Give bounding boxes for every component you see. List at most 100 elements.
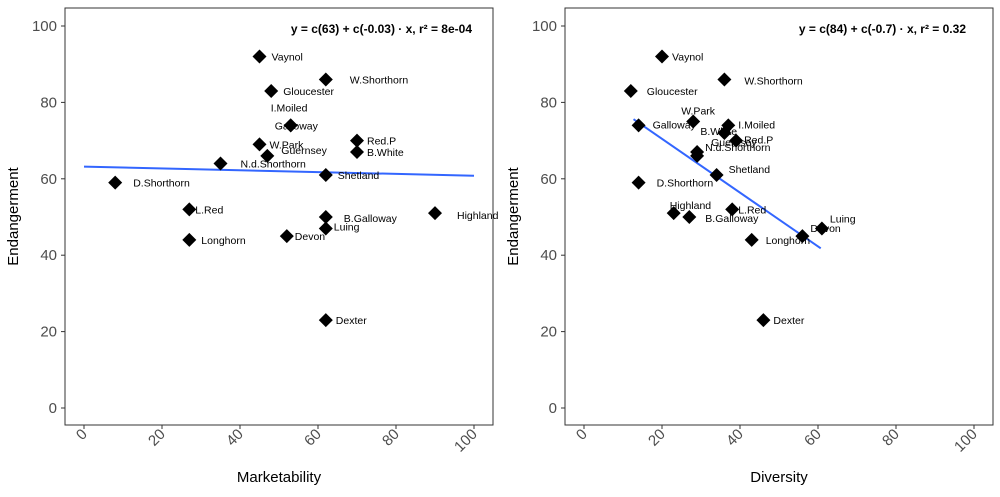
panel1-point-vaynol [252,49,267,64]
panel2-point-label: Red.P [744,135,773,147]
panel2-point-label: Highland [670,200,712,212]
panel2-x-tick-label: 20 [645,426,669,450]
panel1-x-tick-label: 0 [73,426,91,444]
panel2-point-label: Luing [830,213,856,225]
panel2-fit-line [632,118,822,250]
panel2-y-tick-label: 60 [540,171,557,188]
panel1-point-label: Gloucester [283,86,334,98]
panel1-plot-border [64,7,494,426]
panel1-fit-line [83,165,475,177]
panel2-point-label: Galloway [653,119,697,131]
panel1-point-label: Guernsey [281,145,327,157]
panel2-x-tick-label: 40 [723,426,747,450]
panel1-point-label: I.Moiled [271,102,308,114]
panel1-point-guernsey [260,148,275,163]
panel2-point-label: D.Shorthorn [657,178,714,190]
panel1-point-label: W.Shorthorn [350,74,409,86]
panel2-y-axis-title: Endangerment [505,166,522,265]
panel1-point-b-white [350,145,364,160]
panel1-point-w-shorthorn [318,72,333,87]
panel1-point-d-shorthorn [108,175,123,190]
panel2-y-tick-label: 0 [549,400,557,417]
panel2-plot-border [564,7,994,426]
panel2-point-highland [666,206,681,221]
panel1-y-tick-label: 100 [32,18,57,35]
panel2-point-label: Longhorn [766,235,811,247]
panel1-point-w-park [252,137,267,152]
panel1-y-axis-title: Endangerment [5,166,22,265]
panel2-point-label: W.Park [681,106,716,118]
panel2-y-tick-label: 80 [540,94,557,111]
panel2-point-label: B.Galloway [705,213,759,225]
panel1-point-label: Vaynol [272,52,303,64]
panel1-point-label: B.White [367,147,404,159]
panel2-point-vaynol [655,49,669,64]
panel2-y-tick-label: 40 [540,247,557,264]
panel1-point-label: Highland [457,210,499,222]
panel1-point-label: W.Park [270,139,305,151]
panel1-point-shetland [318,167,333,182]
panel1-point-galloway [283,118,298,133]
panel1-point-gloucester [264,83,279,98]
panel1-x-tick-label: 100 [451,426,481,456]
panel2-point-label: L.Red [738,204,766,216]
panel2-point-label: Shetland [729,164,771,176]
panel1-point-label: Luing [334,221,360,233]
panel2-point-label: B.White [700,126,737,138]
panel2-point-b-white [717,125,732,140]
panel2-point-gloucester [623,83,638,98]
panel1-point-label: L.Red [195,204,223,216]
panel1-point-red-p [350,133,364,148]
panel2-point-label: I.Moiled [738,119,775,131]
panel1-point-luing [318,221,333,236]
panel1-point-label: B.Galloway [344,213,398,225]
panel2-point-w-shorthorn [717,72,732,87]
panel2-point-dexter [756,313,771,328]
panel1-point-dexter [318,313,333,328]
panel2-point-label: Devon [810,223,841,235]
panel1-point-label: Galloway [275,120,319,132]
panel2-point-shetland [709,167,724,182]
panel1-point-label: Longhorn [201,235,246,247]
panel2-x-axis-title: Diversity [750,469,808,486]
panel1-y-tick-label: 20 [40,324,57,341]
panel2-point-longhorn [744,232,759,247]
panel2-x-tick-label: 100 [951,426,981,456]
panel1-point-longhorn [182,232,197,247]
panel1-point-label: Devon [295,231,326,243]
panel1-x-tick-label: 40 [223,426,247,450]
panel1-y-tick-label: 0 [49,400,57,417]
panel1-x-tick-label: 20 [145,426,169,450]
panel2-point-red-p [729,133,744,148]
panel1-point-devon [279,229,294,244]
panel1-point-label: N.d.Shorthorn [241,159,307,171]
panel1-point-n-d-shorthorn [213,156,228,171]
panel2-point-galloway [631,118,646,133]
panel2-point-d-shorthorn [631,175,646,190]
panel1-point-label: D.Shorthorn [133,178,190,190]
panel2-point-label: Gloucester [647,86,698,98]
panel2-y-tick-label: 100 [532,18,557,35]
panel2-equation-annotation: y = c(84) + c(-0.7) · x, r² = 0.32 [799,22,966,36]
panel2-point-label: N.d.Shorthorn [705,142,771,154]
panel2-y-tick-label: 20 [540,324,557,341]
panel1-point-label: Red.P [367,136,396,148]
panel1-point-b-galloway [318,210,333,224]
panel1-point-highland [428,206,442,221]
panel2-x-tick-label: 0 [573,426,591,444]
panel2-point-w-park [686,114,701,129]
panel1-y-tick-label: 40 [40,247,57,264]
panel2-point-n-d-shorthorn [690,148,705,163]
panel2-x-tick-label: 60 [801,426,825,450]
panel2-point-devon [795,229,810,244]
panel1-point-label: Shetland [338,170,380,182]
panel2-point-label: Guernsey [711,137,757,149]
panel2-x-tick-label: 80 [879,426,903,450]
panel2-point-label: Dexter [773,315,804,327]
panel2-point-i-moiled [721,118,736,133]
panel2-point-label: Vaynol [672,52,703,64]
panel2-point-luing [814,221,829,236]
panel1-point-l-red [182,202,197,217]
